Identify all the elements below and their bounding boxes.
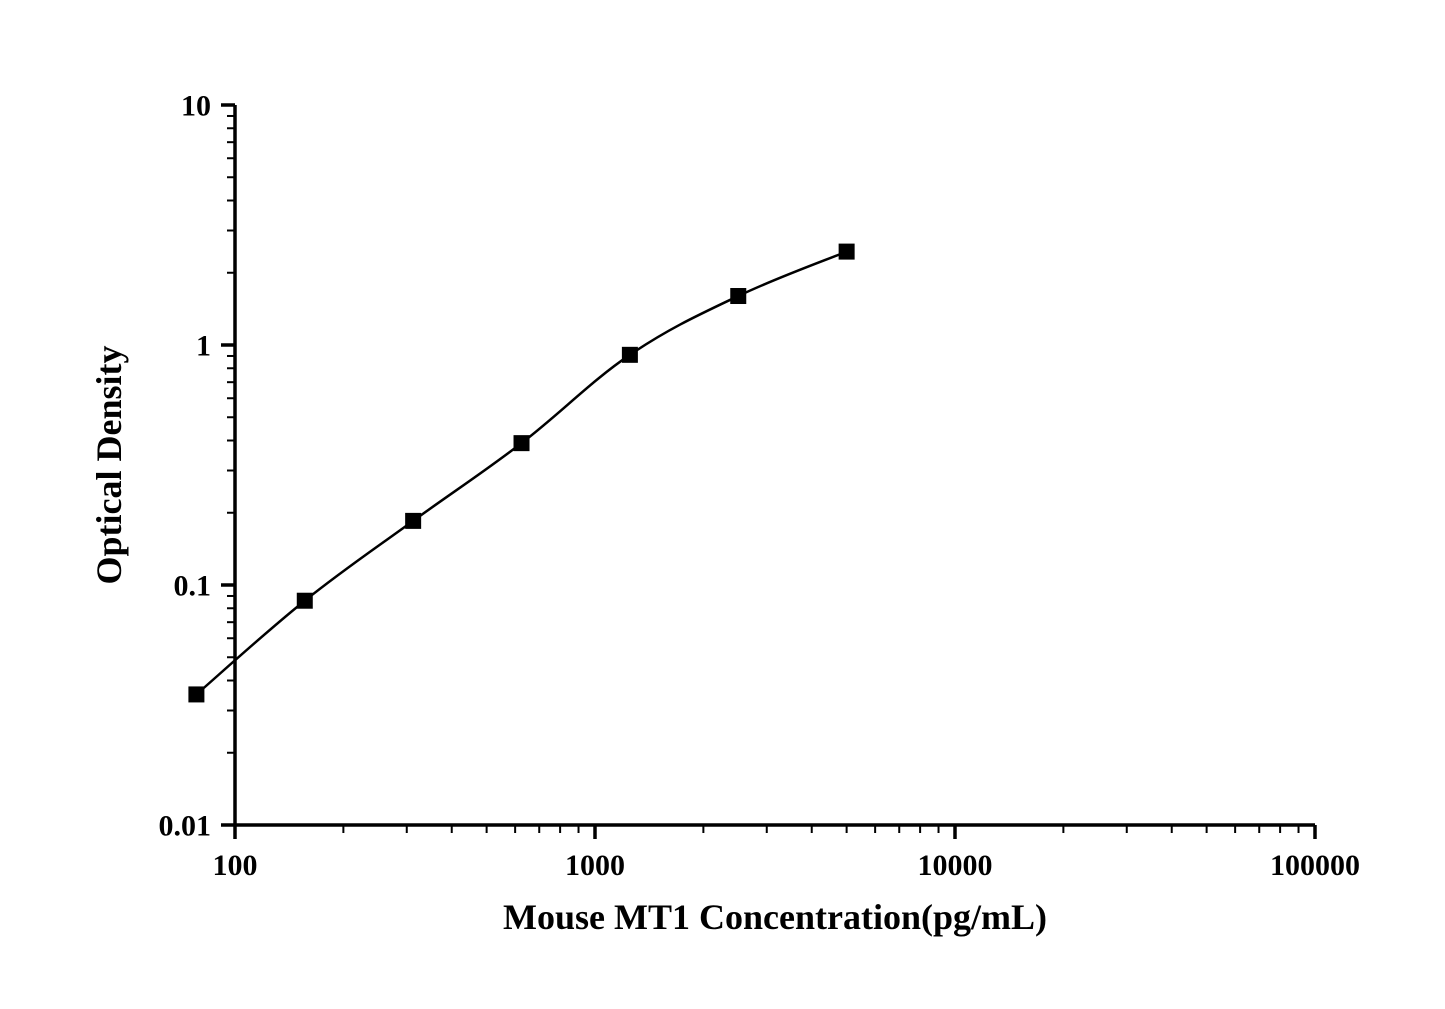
y-tick-label: 0.01 (159, 810, 212, 843)
x-tick-label: 1000 (565, 849, 625, 882)
x-tick-label: 100000 (1270, 849, 1360, 882)
chart-svg: 100 1000 10000 100000 0.01 0.1 1 10 Mouse MT1 Co… (0, 0, 1445, 1009)
y-tick-label: 10 (181, 90, 211, 123)
data-marker (297, 593, 313, 609)
chart-container: 100 1000 10000 100000 0.01 0.1 1 10 Mouse MT1 Co… (0, 0, 1445, 1009)
data-marker (839, 244, 855, 260)
x-axis-label: Mouse MT1 Concentration(pg/mL) (503, 897, 1047, 937)
x-tick-label: 100 (213, 849, 258, 882)
data-marker (622, 347, 638, 363)
y-tick-label: 1 (196, 330, 211, 363)
data-marker (188, 686, 204, 702)
data-marker (514, 435, 530, 451)
x-tick-label: 10000 (918, 849, 993, 882)
data-marker (730, 288, 746, 304)
y-tick-label: 0.1 (174, 570, 212, 603)
data-marker (405, 513, 421, 529)
y-axis-label: Optical Density (89, 346, 129, 585)
